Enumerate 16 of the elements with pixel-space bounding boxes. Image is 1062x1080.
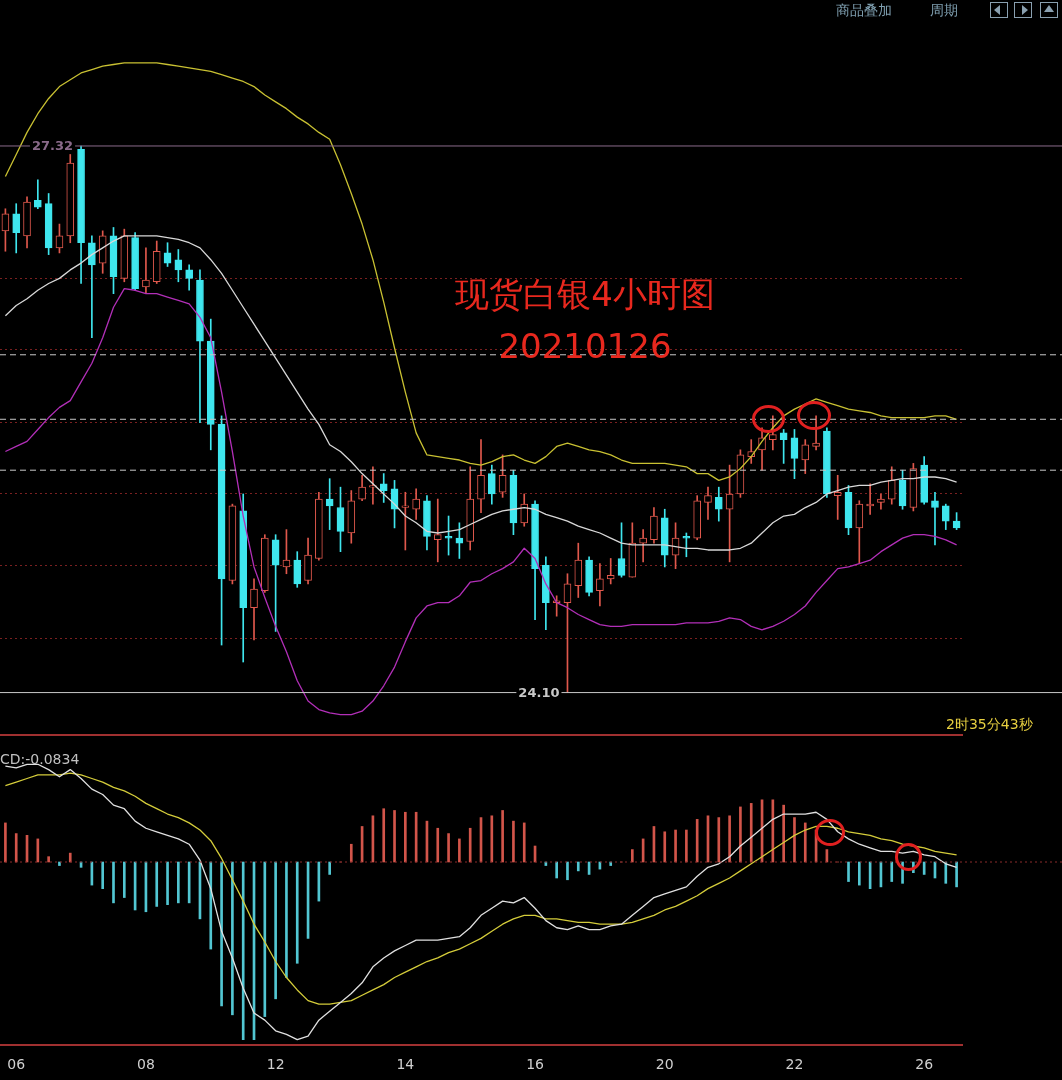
annotation: CD:-0.0834: [0, 751, 80, 767]
annotation: 商品叠加: [836, 2, 892, 20]
x-tick-label: 14: [396, 1056, 415, 1073]
text: 20210126: [497, 326, 673, 366]
x-tick-label: 06: [7, 1056, 26, 1073]
x-tick-label: 22: [785, 1056, 804, 1073]
x-tick-label: 12: [266, 1056, 285, 1073]
text: 现货白银4小时图: [454, 273, 716, 316]
x-tick-label: 20: [655, 1056, 674, 1073]
annotation: 2时35分43秒: [946, 716, 1033, 734]
x-tick-label: 16: [526, 1056, 545, 1073]
x-tick-label: 08: [137, 1056, 155, 1073]
ref-line-label: 24.10: [518, 684, 560, 700]
x-tick-label: 26: [915, 1056, 934, 1073]
annotation: 周期: [930, 2, 958, 20]
ref-line-label: 27.32: [31, 138, 74, 154]
